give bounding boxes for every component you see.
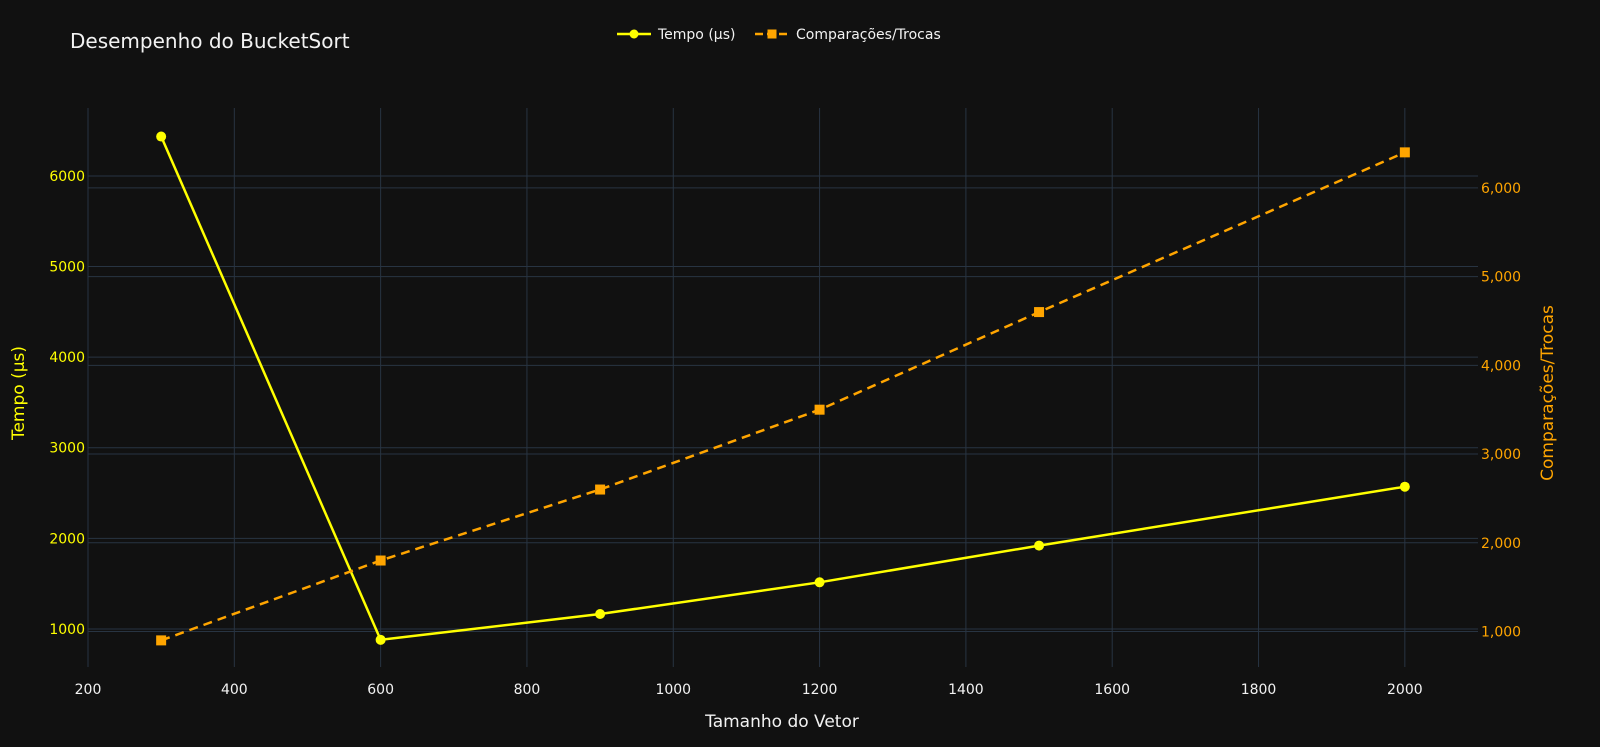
y-tick-label: 5000	[49, 260, 85, 276]
y-tick-label: 4000	[49, 350, 85, 366]
series-0-point	[595, 608, 606, 619]
y2-axis-title: Comparações/Trocas	[1538, 305, 1558, 481]
x-tick-label: 600	[367, 682, 394, 698]
series-line-0	[160, 136, 1405, 642]
y-tick-label: 3000	[49, 441, 85, 457]
legend-label-tempo: Tempo (μs)	[657, 27, 735, 43]
axes: 200 400 600 800 1000 1200 1400 1600 1800 2000 1000…	[49, 169, 1521, 698]
y2-tick-label: 1,000	[1481, 625, 1521, 641]
series-0-point	[375, 634, 386, 645]
legend-marker-tempo	[629, 29, 639, 39]
x-axis-title: Tamanho do Vetor	[704, 712, 859, 732]
series-1-point	[1399, 147, 1410, 158]
x-tick-label: 1000	[655, 682, 691, 698]
legend: Tempo (μs) Comparações/Trocas	[617, 27, 941, 43]
chart-title: Desempenho do BucketSort	[70, 29, 350, 53]
x-tick-label: 2000	[1387, 682, 1423, 698]
x-tick-label: 1600	[1094, 682, 1130, 698]
series-0-point	[814, 577, 825, 588]
x-tick-label: 1200	[802, 682, 838, 698]
grid	[87, 108, 1478, 667]
legend-item-tempo[interactable]: Tempo (μs)	[617, 27, 735, 43]
series-1-point	[375, 555, 386, 566]
x-tick-label: 800	[514, 682, 541, 698]
series-1-point	[814, 404, 825, 415]
y2-tick-label: 6,000	[1481, 181, 1521, 197]
y-tick-label: 6000	[49, 169, 85, 185]
y-tick-label: 1000	[49, 622, 85, 638]
series-0-point	[1399, 481, 1410, 492]
y-tick-label: 2000	[49, 531, 85, 547]
series-1-point	[1034, 307, 1045, 318]
x-tick-label: 200	[75, 682, 102, 698]
series-1-point	[156, 635, 167, 646]
legend-item-comparacoes[interactable]: Comparações/Trocas	[755, 27, 941, 43]
y-axis-title: Tempo (μs)	[9, 346, 29, 441]
series-0-point	[1034, 540, 1045, 551]
x-tick-label: 400	[221, 682, 248, 698]
x-tick-label: 1400	[948, 682, 984, 698]
y2-tick-label: 3,000	[1481, 447, 1521, 463]
series-layer	[156, 131, 1410, 646]
series-0-point	[156, 131, 167, 142]
y2-tick-label: 5,000	[1481, 270, 1521, 286]
x-tick-label: 1800	[1241, 682, 1277, 698]
y2-tick-label: 4,000	[1481, 358, 1521, 374]
legend-marker-comparacoes	[767, 29, 777, 39]
series-1-point	[595, 484, 606, 495]
y2-tick-label: 2,000	[1481, 536, 1521, 552]
legend-label-comparacoes: Comparações/Trocas	[796, 27, 941, 43]
